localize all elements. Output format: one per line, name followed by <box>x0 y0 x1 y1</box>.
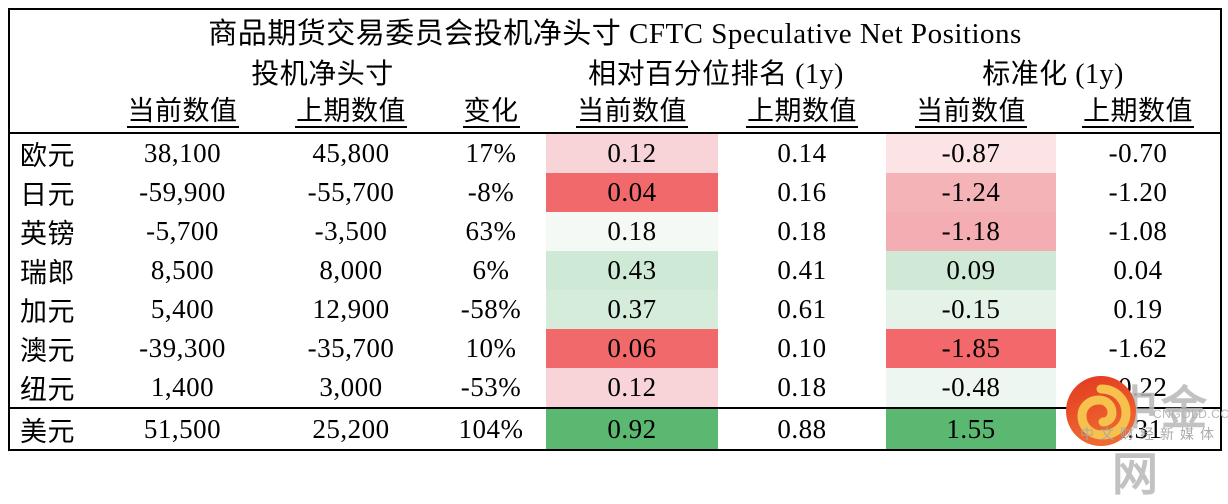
percentile-current-cell: 0.12 <box>546 133 718 173</box>
currency-label-cell: 澳元 <box>20 336 75 366</box>
change-cell: 6% <box>472 255 510 285</box>
currency-label-cell: 英镑 <box>20 219 75 249</box>
zscore-current-cell: -0.87 <box>886 133 1056 173</box>
table-row: 瑞郎 8,500 8,000 6% 0.43 0.41 0.09 0.04 <box>9 251 1221 290</box>
percentile-previous-cell: 0.88 <box>718 407 886 450</box>
currency-label-cell: 美元 <box>9 407 99 450</box>
header-position-current: 当前数值 <box>99 92 266 134</box>
position-current-cell: 38,100 <box>143 138 222 168</box>
header-position-previous: 上期数值 <box>266 92 436 134</box>
position-current-cell: 1,400 <box>150 372 215 402</box>
position-previous-cell: -35,700 <box>307 333 395 363</box>
currency-label-cell: 纽元 <box>20 375 75 405</box>
table-row: 日元 -59,900 -55,700 -8% 0.04 0.16 -1.24 -1.20 <box>9 173 1221 212</box>
position-previous-cell: 3,000 <box>319 372 383 402</box>
position-previous-cell: 12,900 <box>312 294 390 324</box>
change-cell: -58% <box>460 294 522 324</box>
column-header-row: 当前数值 上期数值 变化 当前数值 上期数值 当前数值 上期数值 <box>9 92 1222 134</box>
percentile-previous-cell: 0.61 <box>777 294 827 324</box>
zscore-previous-cell: 0.04 <box>1113 255 1163 285</box>
header-change: 变化 <box>436 92 546 134</box>
position-previous-cell: 45,800 <box>312 138 390 168</box>
currency-label-cell: 瑞郎 <box>20 258 75 288</box>
position-previous-cell: 8,000 <box>319 255 383 285</box>
column-group-standardized: 标准化 (1y) <box>982 59 1124 90</box>
zscore-previous-cell: -1.20 <box>1108 177 1168 207</box>
zscore-current-cell: -0.48 <box>886 368 1056 408</box>
percentile-current-cell: 0.18 <box>546 212 718 251</box>
position-current-cell: -5,700 <box>146 216 219 246</box>
percentile-current-cell: 0.92 <box>546 407 718 450</box>
table-row: 澳元 -39,300 -35,700 10% 0.06 0.10 -1.85 -1.62 <box>9 329 1221 368</box>
percentile-previous-cell: 0.14 <box>777 138 827 168</box>
zscore-current-cell: 1.55 <box>886 407 1056 450</box>
zscore-current-cell: -1.24 <box>886 173 1056 212</box>
percentile-current-cell: 0.06 <box>546 329 718 368</box>
table-row: 纽元 1,400 3,000 -53% 0.12 0.18 -0.48 -0.22 <box>9 368 1221 408</box>
change-cell: -8% <box>467 177 515 207</box>
position-current-cell: 8,500 <box>150 255 215 285</box>
position-current-cell: 51,500 <box>99 407 266 450</box>
percentile-previous-cell: 0.16 <box>777 177 827 207</box>
position-previous-cell: 25,200 <box>266 407 436 450</box>
table-row: 美元 51,500 25,200 104% 0.92 0.88 1.55 1.31 <box>9 407 1222 450</box>
table-row: 英镑 -5,700 -3,500 63% 0.18 0.18 -1.18 -1.08 <box>9 212 1221 251</box>
zscore-previous-cell: -0.70 <box>1108 138 1168 168</box>
change-cell: -53% <box>460 372 522 402</box>
change-cell: 104% <box>436 407 546 450</box>
change-cell: 63% <box>465 216 517 246</box>
table-title-row: 商品期货交易委员会投机净头寸 CFTC Speculative Net Posi… <box>9 9 1221 52</box>
zscore-previous-cell: -0.22 <box>1108 372 1168 402</box>
percentile-previous-cell: 0.18 <box>777 372 827 402</box>
column-group-positions: 投机净头寸 <box>251 59 394 90</box>
header-percentile-current: 当前数值 <box>546 92 718 134</box>
percentile-current-cell: 0.43 <box>546 251 718 290</box>
percentile-current-cell: 0.12 <box>546 368 718 408</box>
percentile-previous-cell: 0.18 <box>777 216 827 246</box>
zscore-previous-cell: -1.62 <box>1108 333 1168 363</box>
zscore-current-cell: -0.15 <box>886 290 1056 329</box>
percentile-current-cell: 0.04 <box>546 173 718 212</box>
table-title: 商品期货交易委员会投机净头寸 CFTC Speculative Net Posi… <box>208 18 1022 50</box>
zscore-current-cell: 0.09 <box>886 251 1056 290</box>
change-cell: 10% <box>465 333 517 363</box>
cftc-table: 商品期货交易委员会投机净头寸 CFTC Speculative Net Posi… <box>8 8 1223 451</box>
currency-label-cell: 加元 <box>20 297 75 327</box>
corner-spacer <box>9 52 99 92</box>
zscore-previous-cell: 1.31 <box>1056 407 1222 450</box>
table-row: 加元 5,400 12,900 -58% 0.37 0.61 -0.15 0.19 <box>9 290 1221 329</box>
position-previous-cell: -3,500 <box>314 216 388 246</box>
percentile-previous-cell: 0.41 <box>777 255 827 285</box>
header-percentile-previous: 上期数值 <box>718 92 886 134</box>
cftc-net-positions-figure: 商品期货交易委员会投机净头寸 CFTC Speculative Net Posi… <box>8 8 1228 500</box>
header-zscore-previous: 上期数值 <box>1056 92 1222 134</box>
header-zscore-current: 当前数值 <box>886 92 1056 134</box>
table-row: 欧元 38,100 45,800 17% 0.12 0.14 -0.87 -0.70 <box>9 133 1221 173</box>
corner-spacer <box>9 92 99 134</box>
zscore-current-cell: -1.18 <box>886 212 1056 251</box>
currency-label-cell: 日元 <box>20 180 75 210</box>
column-group-row: 投机净头寸 相对百分位排名 (1y) 标准化 (1y) <box>9 52 1221 92</box>
column-group-percentile-rank: 相对百分位排名 (1y) <box>588 59 844 90</box>
position-current-cell: -39,300 <box>139 333 226 363</box>
zscore-previous-cell: -1.08 <box>1108 216 1168 246</box>
percentile-previous-cell: 0.10 <box>777 333 827 363</box>
zscore-current-cell: -1.85 <box>886 329 1056 368</box>
change-cell: 17% <box>465 138 517 168</box>
position-current-cell: -59,900 <box>139 177 226 207</box>
currency-label-cell: 欧元 <box>20 141 75 171</box>
table-body: 欧元 38,100 45,800 17% 0.12 0.14 -0.87 -0.70 日元 -59… <box>9 133 1222 450</box>
position-current-cell: 5,400 <box>150 294 215 324</box>
percentile-current-cell: 0.37 <box>546 290 718 329</box>
zscore-previous-cell: 0.19 <box>1113 294 1163 324</box>
position-previous-cell: -55,700 <box>307 177 395 207</box>
